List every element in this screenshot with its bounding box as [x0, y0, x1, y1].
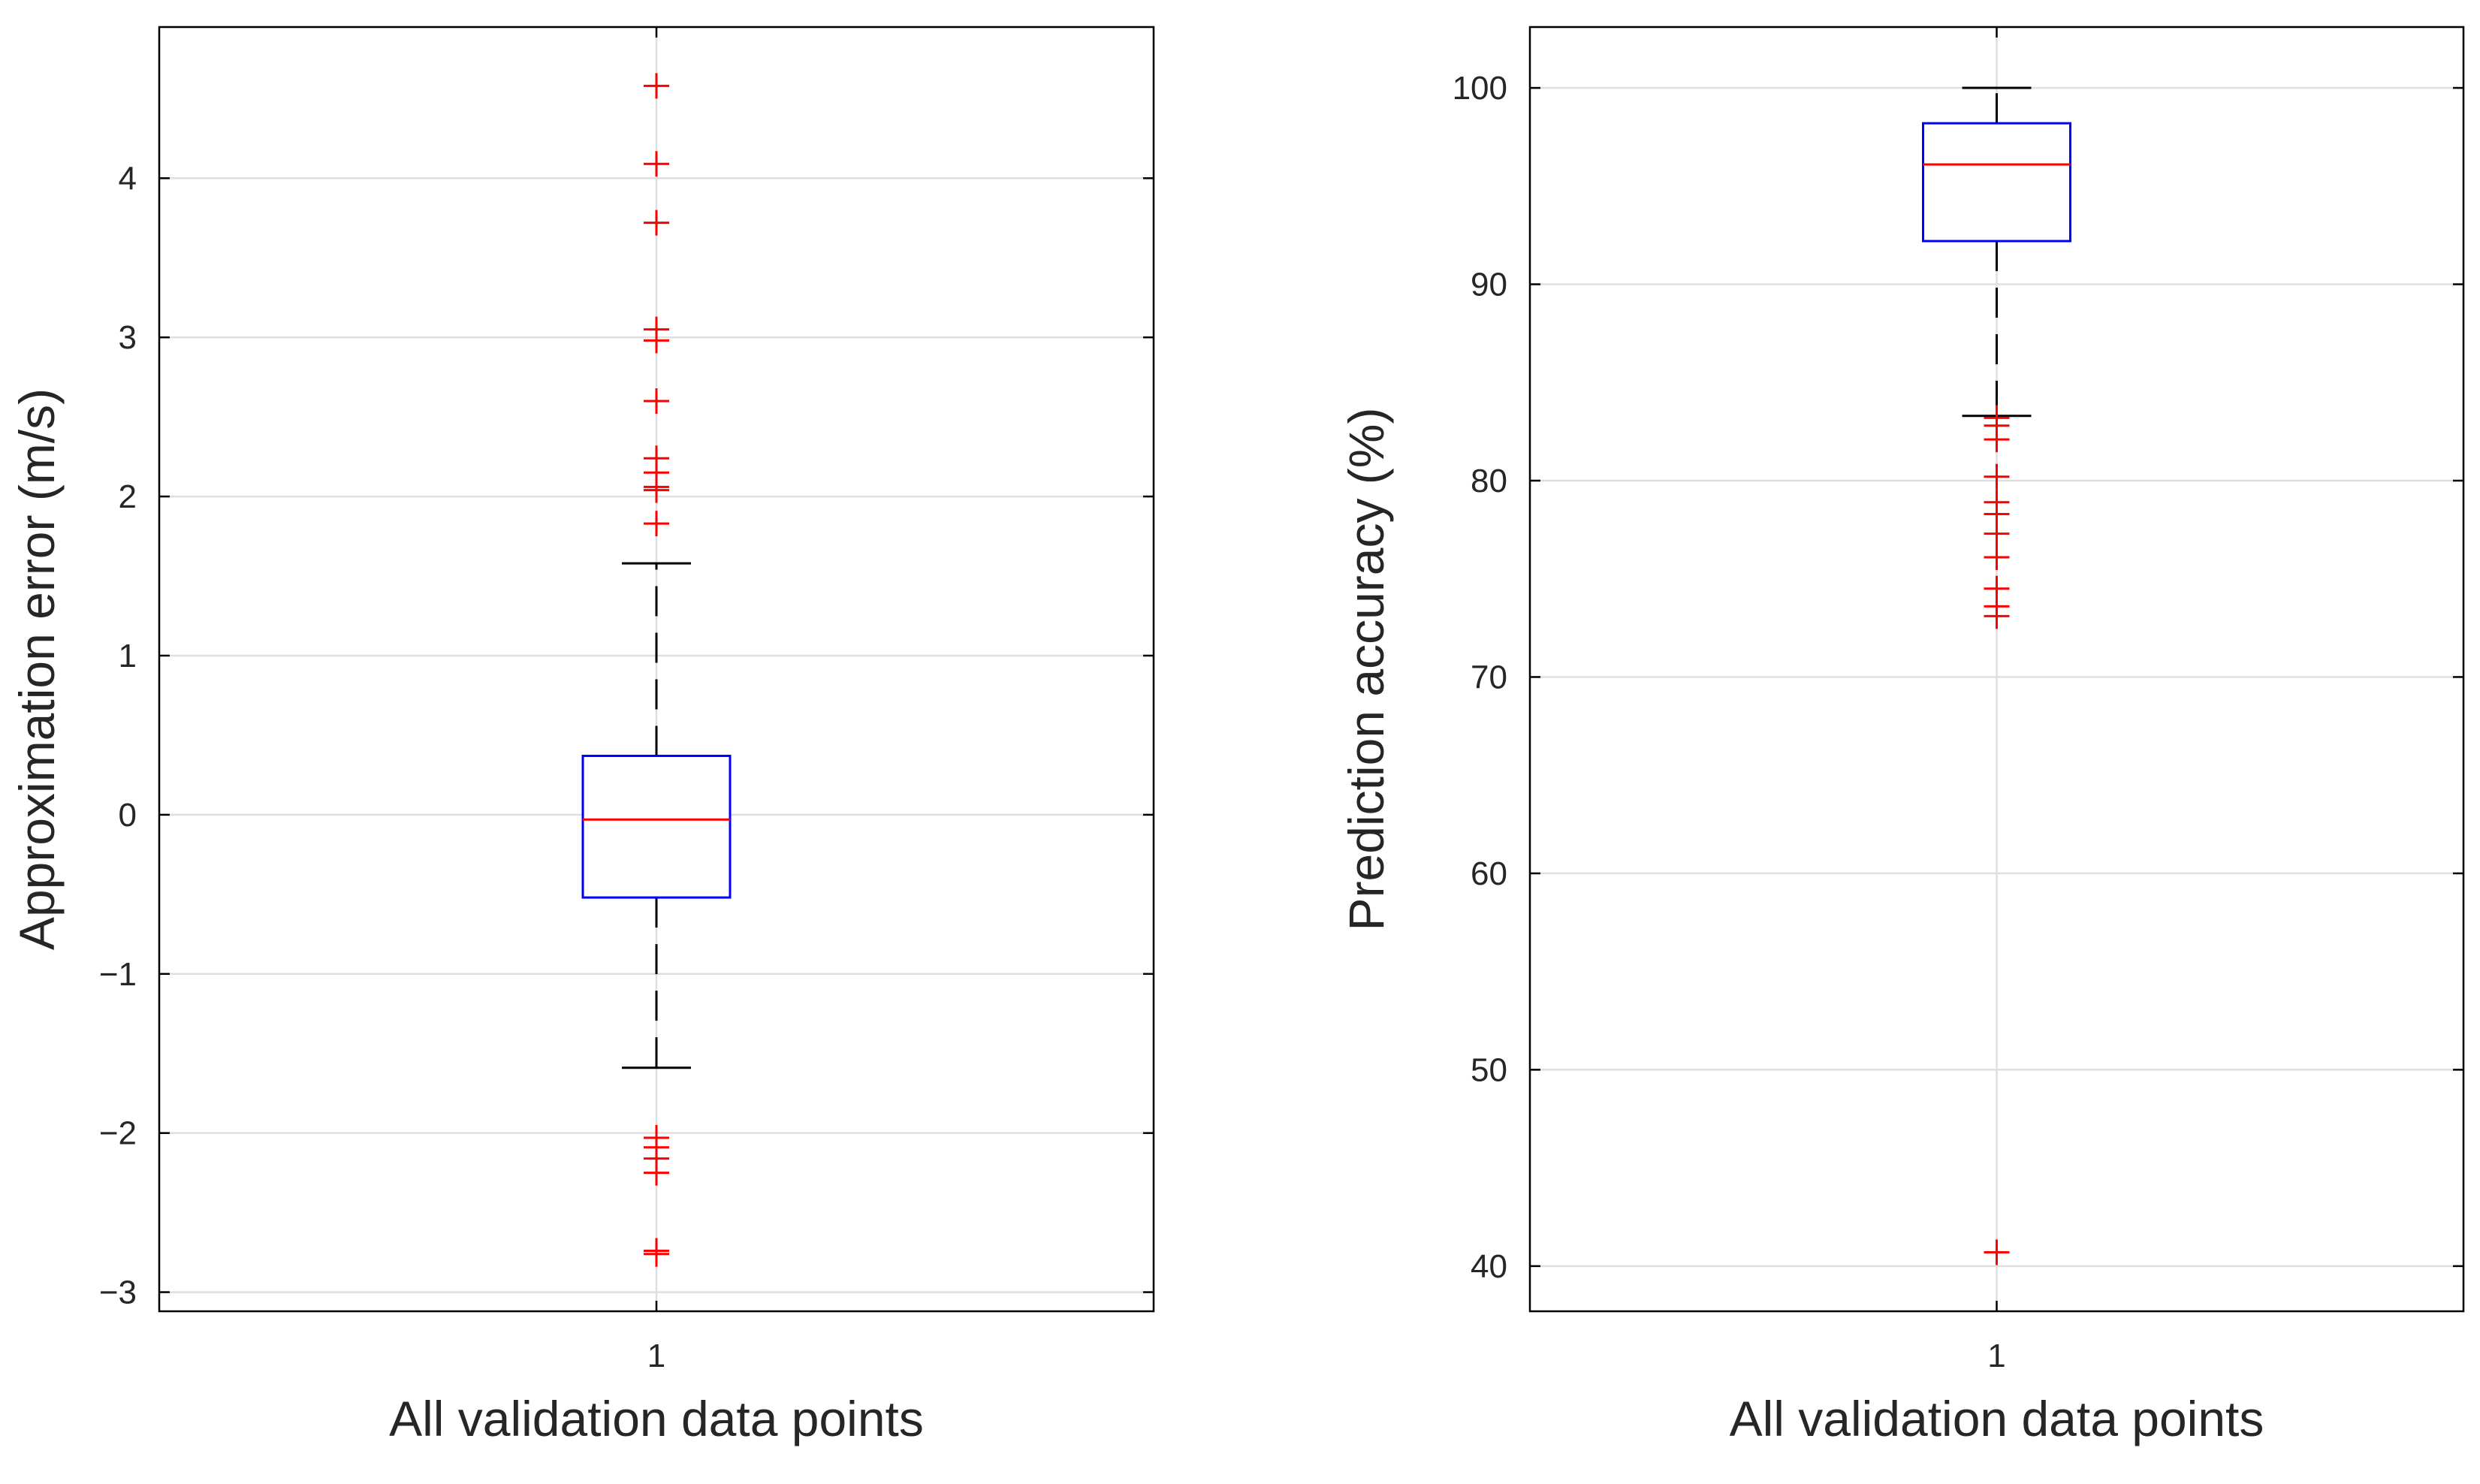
x-tick-label: 1: [647, 1338, 665, 1374]
right-boxplot-panel: 40 50 60 70 80 90 100 1 All validation data poin…: [1338, 26, 2465, 1446]
y-tick-label: −2: [99, 1115, 137, 1152]
y-axis-label: Prediction accuracy (%): [1338, 408, 1394, 931]
outlier-marker: [1984, 520, 2010, 547]
outlier-marker: [644, 1241, 669, 1267]
outlier-marker: [644, 73, 669, 99]
outlier-marker: [644, 388, 669, 414]
outlier-marker: [1984, 544, 2010, 570]
x-tick-label: 1: [1987, 1338, 2005, 1374]
left-boxplot-panel: −3 −2 −1 0 1 2 3 4 1 All validation data points Ap…: [9, 26, 1155, 1446]
y-tick-label: 80: [1471, 463, 1507, 499]
y-tick-label: −1: [99, 956, 137, 993]
x-axis-label: All validation data points: [1730, 1391, 2264, 1446]
outlier-marker: [1984, 463, 2010, 490]
outlier-marker: [1984, 1239, 2010, 1265]
y-tick-label: 40: [1471, 1248, 1507, 1285]
y-tick-label: 100: [1453, 70, 1507, 107]
y-tick-label: 0: [119, 797, 137, 834]
outlier-marker: [644, 477, 669, 503]
y-tick-label: 50: [1471, 1051, 1507, 1088]
y-tick-label: 4: [119, 160, 137, 197]
outlier-marker: [644, 511, 669, 537]
y-tick-label: 70: [1471, 659, 1507, 695]
iqr-box: [1922, 122, 2071, 243]
y-tick-label: −3: [99, 1274, 137, 1311]
outlier-marker: [644, 210, 669, 236]
outlier-marker: [1984, 603, 2010, 629]
outlier-marker: [644, 1160, 669, 1186]
iqr-box: [581, 754, 732, 899]
y-tick-label: 2: [119, 478, 137, 515]
y-axis-label: Approximation error (m/s): [9, 388, 65, 950]
y-tick-label: 1: [119, 638, 137, 674]
outlier-marker: [644, 151, 669, 177]
y-tick-label: 90: [1471, 267, 1507, 303]
y-tick-label: 60: [1471, 855, 1507, 892]
outlier-marker: [1984, 427, 2010, 453]
x-axis-label: All validation data points: [389, 1391, 924, 1446]
y-tick-label: 3: [119, 319, 137, 356]
outlier-marker: [644, 327, 669, 354]
